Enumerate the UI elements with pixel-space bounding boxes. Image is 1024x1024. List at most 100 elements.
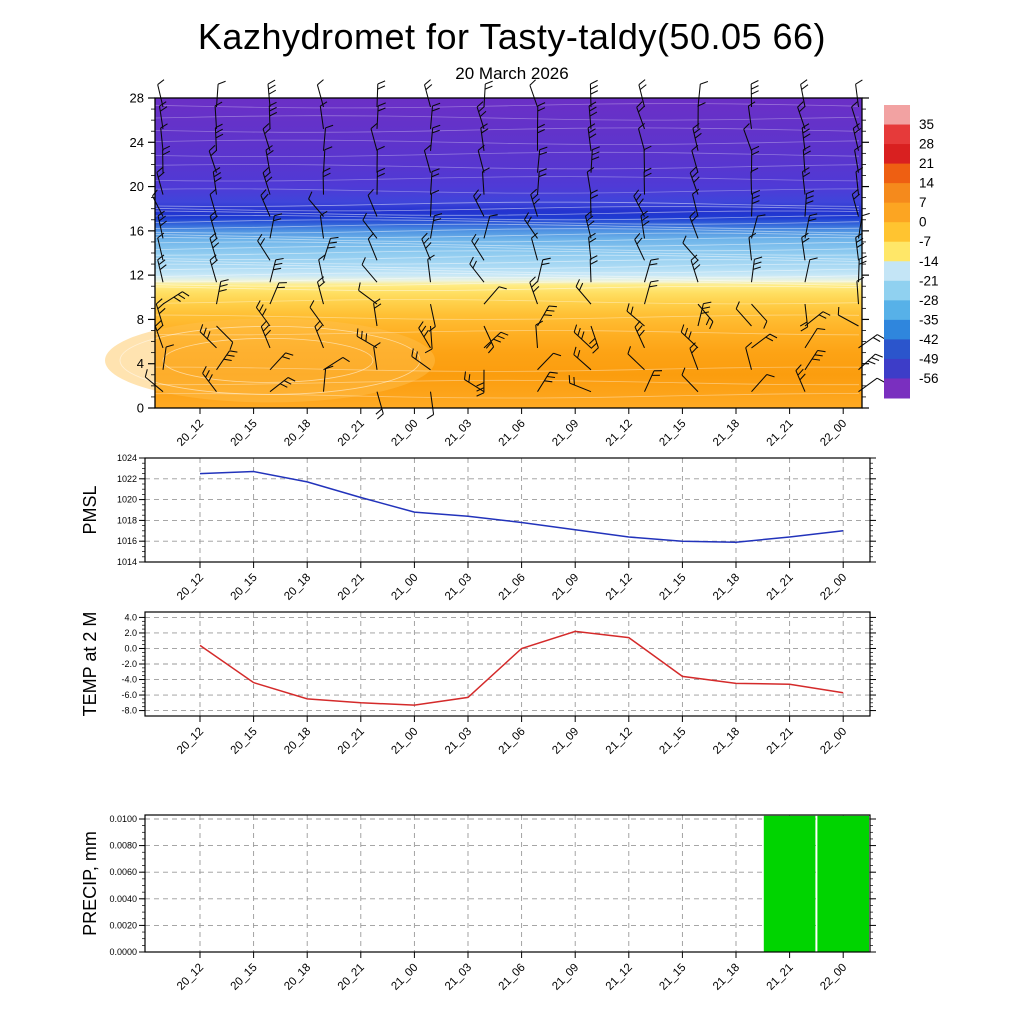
svg-text:4: 4 [137,356,144,371]
pmsl-line [199,470,844,543]
svg-text:0: 0 [919,215,927,230]
svg-text:20_18: 20_18 [282,962,313,993]
svg-text:21_15: 21_15 [657,962,688,993]
svg-text:28: 28 [919,137,934,152]
svg-text:1014: 1014 [117,557,137,567]
svg-text:20_12: 20_12 [175,572,206,603]
svg-text:-14: -14 [919,254,939,269]
svg-text:0: 0 [137,401,144,416]
svg-text:-21: -21 [919,273,939,288]
svg-text:21_12: 21_12 [604,726,635,757]
svg-text:0.0: 0.0 [124,643,137,653]
precip-bar [763,815,816,952]
svg-text:1018: 1018 [117,515,137,525]
svg-text:21_09: 21_09 [550,962,581,993]
svg-text:21_21: 21_21 [765,418,796,449]
svg-text:12: 12 [130,268,144,283]
svg-text:21_12: 21_12 [604,962,635,993]
svg-text:-4.0: -4.0 [121,675,137,685]
svg-text:21_00: 21_00 [389,418,420,449]
svg-text:21_06: 21_06 [497,418,528,449]
cross-section-panel: 0 4 8 12 16 20 24 28 20_12 20_15 20_18 20_21 21_00 21… [105,79,885,449]
svg-text:20_12: 20_12 [175,726,206,757]
svg-text:20_21: 20_21 [336,962,367,993]
svg-text:0.0020: 0.0020 [109,920,137,930]
svg-text:21_12: 21_12 [604,418,635,449]
svg-text:22_00: 22_00 [818,726,849,757]
svg-text:21_09: 21_09 [550,726,581,757]
svg-text:-8.0: -8.0 [121,706,137,716]
svg-text:PRECIP, mm: PRECIP, mm [80,831,100,936]
svg-text:21_03: 21_03 [443,418,474,449]
svg-text:20_21: 20_21 [336,726,367,757]
svg-text:2.0: 2.0 [124,628,137,638]
svg-text:21_18: 21_18 [711,418,742,449]
svg-text:0.0000: 0.0000 [109,947,137,957]
svg-text:0.0060: 0.0060 [109,867,137,877]
svg-text:7: 7 [919,195,927,210]
svg-text:-42: -42 [919,332,939,347]
svg-text:0.0100: 0.0100 [109,814,137,824]
svg-text:21_18: 21_18 [711,572,742,603]
svg-text:21_03: 21_03 [443,962,474,993]
svg-text:21_03: 21_03 [443,572,474,603]
svg-text:21: 21 [919,156,934,171]
svg-text:21_18: 21_18 [711,962,742,993]
svg-text:21_18: 21_18 [711,726,742,757]
svg-text:-35: -35 [919,312,939,327]
svg-text:21_21: 21_21 [765,962,796,993]
svg-text:21_21: 21_21 [765,572,796,603]
svg-text:-2.0: -2.0 [121,659,137,669]
svg-text:0.0080: 0.0080 [109,841,137,851]
svg-text:22_00: 22_00 [818,572,849,603]
svg-text:20_18: 20_18 [282,572,313,603]
svg-text:35: 35 [919,117,934,132]
svg-text:21_15: 21_15 [657,572,688,603]
page-subtitle: 20 March 2026 [455,64,569,83]
wind-barbs [144,79,885,420]
svg-text:1016: 1016 [117,536,137,546]
svg-text:20_21: 20_21 [336,418,367,449]
svg-text:-28: -28 [919,293,939,308]
svg-text:8: 8 [137,312,144,327]
svg-text:24: 24 [130,135,144,150]
page-title: Kazhydromet for Tasty-taldy(50.05 66) [197,16,827,57]
svg-text:-49: -49 [919,351,939,366]
svg-text:21_12: 21_12 [604,572,635,603]
svg-text:20_15: 20_15 [229,962,260,993]
svg-text:1024: 1024 [117,453,137,463]
precip-panel: 0.0000 0.0020 0.0040 0.0060 0.0080 0.0100 20_1… [80,814,876,993]
svg-text:21_00: 21_00 [389,572,420,603]
svg-text:20_15: 20_15 [229,572,260,603]
svg-text:0.0040: 0.0040 [109,894,137,904]
svg-text:21_15: 21_15 [657,418,688,449]
svg-text:20_12: 20_12 [175,418,206,449]
svg-text:21_00: 21_00 [389,962,420,993]
svg-text:21_09: 21_09 [550,418,581,449]
svg-text:20_21: 20_21 [336,572,367,603]
svg-text:TEMP at 2 M: TEMP at 2 M [80,612,100,717]
svg-text:21_21: 21_21 [765,726,796,757]
svg-text:1022: 1022 [117,474,137,484]
pmsl-panel: 1014 1016 1018 1020 1022 1024 20_12 20_15 20_18 2… [80,453,876,603]
temp-panel: -8.0 -6.0 -4.0 -2.0 0.0 2.0 4.0 20_12 20_15 20_18… [80,611,876,757]
svg-text:16: 16 [130,223,144,238]
svg-text:21_09: 21_09 [550,572,581,603]
svg-text:PMSL: PMSL [80,485,100,534]
svg-text:21_06: 21_06 [497,572,528,603]
svg-text:22_00: 22_00 [818,418,849,449]
temp-2m-line [199,630,844,706]
svg-text:20_15: 20_15 [229,418,260,449]
svg-text:14: 14 [919,176,935,191]
svg-text:20_15: 20_15 [229,726,260,757]
colorbar: 35 28 21 14 7 0 -7 -14 -21 -28 -35 -42 -49 -56 [884,105,939,399]
svg-text:-56: -56 [919,371,939,386]
svg-text:20_18: 20_18 [282,418,313,449]
svg-text:21_15: 21_15 [657,726,688,757]
svg-text:20: 20 [130,179,144,194]
svg-text:22_00: 22_00 [818,962,849,993]
svg-text:28: 28 [130,91,144,106]
